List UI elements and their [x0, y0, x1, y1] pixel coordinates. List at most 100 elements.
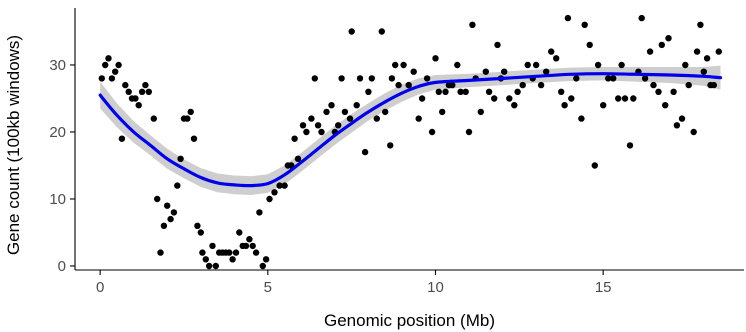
data-point: [682, 61, 689, 69]
smooth-line-layer: [98, 72, 723, 188]
y-axis-title: Gene count (100kb windows): [4, 35, 23, 255]
data-point: [610, 75, 617, 82]
data-point: [600, 102, 607, 109]
data-point: [638, 14, 645, 22]
data-point: [314, 122, 322, 129]
data-point: [435, 88, 442, 96]
data-point: [553, 55, 560, 62]
data-point: [303, 128, 310, 136]
data-point: [511, 102, 518, 109]
data-point: [658, 41, 665, 49]
data-point: [242, 242, 250, 250]
data-point: [356, 75, 364, 82]
data-point: [202, 256, 209, 263]
data-point: [428, 128, 436, 136]
axes: [74, 8, 744, 271]
data-point: [449, 81, 456, 89]
data-point: [229, 256, 236, 263]
data-points-layer: [98, 14, 722, 270]
data-point: [373, 115, 380, 122]
confidence-band: [100, 65, 721, 195]
data-point: [605, 75, 612, 82]
data-point: [388, 75, 396, 82]
data-point: [125, 88, 132, 96]
data-point: [630, 95, 637, 102]
data-point: [548, 48, 555, 55]
x-tick-label: 5: [264, 279, 272, 296]
data-point: [262, 256, 270, 263]
data-point: [457, 88, 464, 96]
data-point: [276, 182, 283, 189]
data-point: [465, 128, 473, 136]
data-point: [655, 88, 662, 96]
data-point: [392, 61, 399, 69]
data-point: [150, 115, 157, 122]
data-point: [323, 108, 330, 116]
data-point: [108, 75, 116, 82]
data-point: [266, 195, 273, 203]
data-point: [618, 61, 625, 69]
data-point: [190, 135, 198, 142]
data-point: [197, 229, 204, 236]
data-point: [164, 202, 171, 209]
data-point: [157, 249, 164, 256]
x-tick-label: 0: [96, 279, 104, 296]
data-point: [573, 75, 580, 82]
data-point: [246, 236, 253, 243]
data-point: [581, 21, 588, 28]
data-point: [132, 95, 139, 102]
data-point: [341, 108, 349, 116]
data-point: [145, 88, 152, 96]
data-point: [693, 48, 701, 55]
data-point: [395, 81, 402, 89]
data-point: [710, 81, 717, 89]
data-point: [98, 75, 106, 82]
data-point: [118, 135, 126, 142]
data-point: [338, 75, 345, 82]
data-point: [249, 242, 256, 250]
data-point: [650, 81, 657, 89]
data-point: [170, 209, 178, 216]
data-point: [199, 249, 206, 256]
data-point: [485, 88, 493, 96]
data-point: [591, 162, 598, 169]
data-point: [410, 68, 417, 75]
data-point: [236, 229, 243, 236]
data-point: [506, 95, 513, 102]
data-point: [586, 41, 593, 49]
data-point: [594, 61, 602, 69]
data-point: [365, 88, 372, 96]
data-point: [281, 182, 288, 189]
x-tick-label: 10: [427, 279, 444, 296]
y-tick-label: 30: [49, 57, 66, 74]
data-point: [673, 122, 681, 129]
data-point: [212, 262, 219, 270]
data-point: [142, 81, 149, 89]
data-point: [578, 115, 585, 122]
y-tick-label: 0: [58, 258, 66, 275]
data-point: [678, 115, 686, 122]
data-point: [177, 155, 184, 162]
y-tick-label: 10: [49, 191, 66, 208]
x-axis-title: Genomic position (Mb): [324, 311, 495, 330]
data-point: [561, 102, 568, 109]
confidence-band-layer: [100, 65, 721, 195]
data-point: [232, 249, 240, 256]
data-point: [400, 61, 407, 69]
data-point: [271, 189, 278, 196]
data-point: [532, 61, 540, 69]
y-tick-label: 20: [49, 124, 66, 141]
data-point: [102, 61, 109, 69]
data-point: [294, 155, 302, 162]
data-point: [514, 88, 521, 96]
ticks: 0 5 10 15 0 10 20 30: [49, 57, 611, 296]
data-point: [226, 249, 233, 256]
data-point: [501, 68, 508, 75]
data-point: [469, 21, 476, 28]
data-point: [184, 115, 191, 122]
data-point: [252, 249, 260, 256]
data-point: [690, 128, 697, 136]
data-point: [318, 128, 325, 136]
data-point: [328, 102, 335, 109]
data-point: [626, 142, 634, 149]
